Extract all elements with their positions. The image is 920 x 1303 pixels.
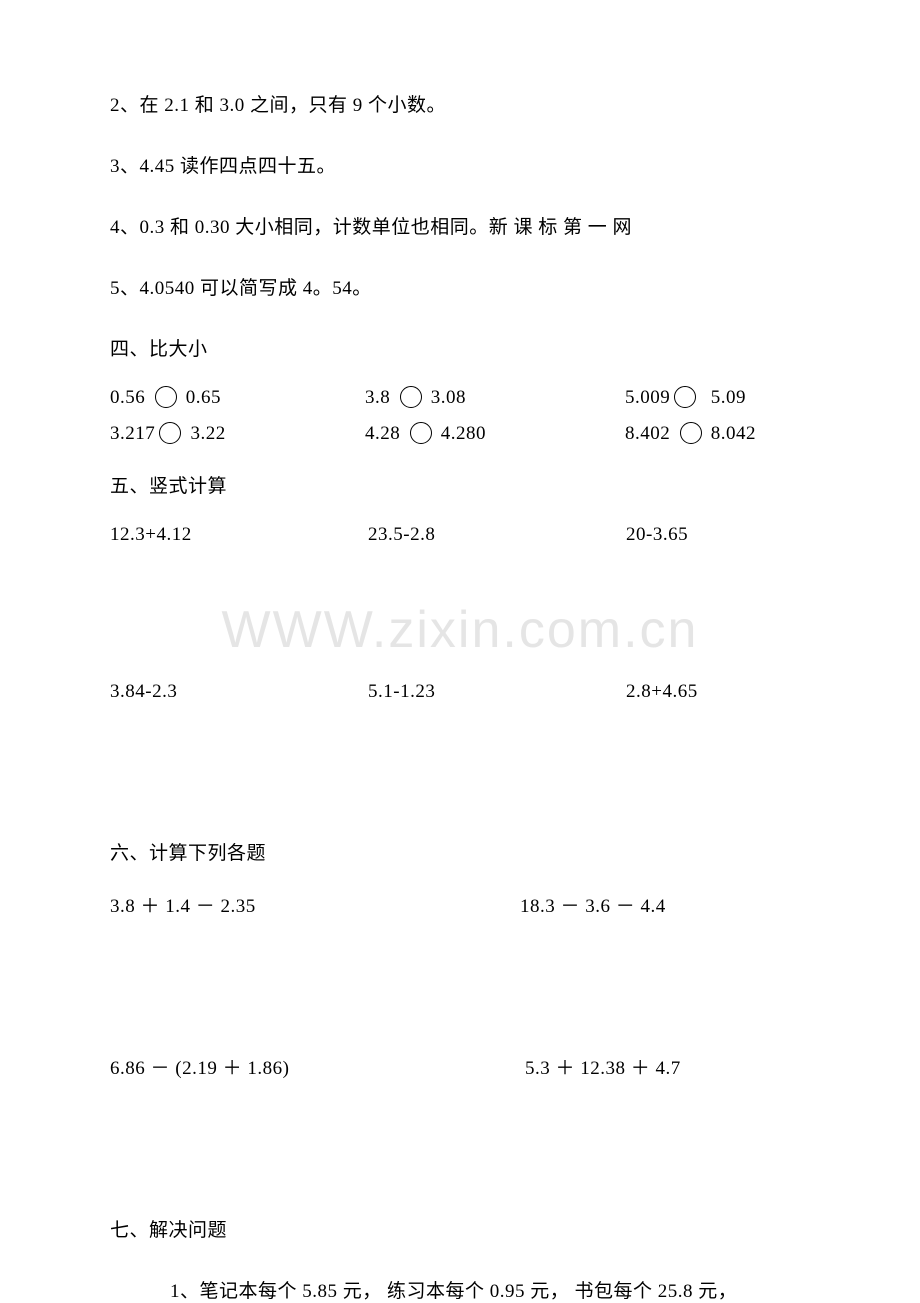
compare-row-2: 3.217 3.22 4.28 4.280 8.402 8.042 — [110, 423, 810, 445]
compare-left: 5.009 — [625, 387, 670, 409]
section-4-heading: 四、比大小 — [110, 334, 810, 361]
compare-right: 3.08 — [431, 387, 466, 409]
compare-circle[interactable] — [155, 386, 177, 408]
calc-row-1: 3.8 ＋ 1.4 － 2.35 18.3 － 3.6 － 4.4 — [110, 891, 810, 918]
compare-left: 3.217 — [110, 423, 155, 445]
question-2: 2、在 2.1 和 3.0 之间，只有 9 个小数。 — [110, 90, 810, 117]
compare-right: 3.22 — [191, 423, 226, 445]
question-5: 5、4.0540 可以简写成 4。54。 — [110, 273, 810, 300]
calc-row-2: 6.86 － (2.19 ＋ 1.86) 5.3 ＋ 12.38 ＋ 4.7 — [110, 1053, 810, 1080]
calc-item: 3.84-2.3 — [110, 681, 368, 703]
problem-1: 1、笔记本每个 5.85 元， 练习本每个 0.95 元， 书包每个 25.8 … — [110, 1276, 810, 1303]
question-3: 3、4.45 读作四点四十五。 — [110, 151, 810, 178]
compare-right: 0.65 — [186, 387, 221, 409]
compare-left: 8.402 — [625, 423, 670, 445]
compare-circle[interactable] — [410, 422, 432, 444]
calc-item: 3.8 ＋ 1.4 － 2.35 — [110, 891, 520, 918]
compare-circle[interactable] — [680, 422, 702, 444]
compare-circle[interactable] — [400, 386, 422, 408]
calc-item: 20-3.65 — [626, 524, 688, 546]
vertical-calc-row-2: 3.84-2.3 5.1-1.23 2.8+4.65 — [110, 681, 810, 703]
vertical-calc-row-1: 12.3+4.12 23.5-2.8 20-3.65 — [110, 524, 810, 546]
question-4: 4、0.3 和 0.30 大小相同，计数单位也相同。新 课 标 第 一 网 — [110, 212, 810, 239]
calc-item: 18.3 － 3.6 － 4.4 — [520, 891, 666, 918]
calc-item: 5.3 ＋ 12.38 ＋ 4.7 — [525, 1053, 681, 1080]
compare-row-1: 0.56 0.65 3.8 3.08 5.009 5.09 — [110, 387, 810, 409]
calc-item: 23.5-2.8 — [368, 524, 626, 546]
section-7-heading: 七、解决问题 — [110, 1215, 810, 1242]
compare-right: 4.280 — [441, 423, 486, 445]
section-6-heading: 六、计算下列各题 — [110, 838, 810, 865]
calc-item: 12.3+4.12 — [110, 524, 368, 546]
compare-left: 0.56 — [110, 387, 145, 409]
compare-left: 3.8 — [365, 387, 390, 409]
compare-left: 4.28 — [365, 423, 400, 445]
calc-item: 5.1-1.23 — [368, 681, 626, 703]
compare-right: 8.042 — [711, 423, 756, 445]
compare-circle[interactable] — [674, 386, 696, 408]
section-5-heading: 五、竖式计算 — [110, 471, 810, 498]
calc-item: 2.8+4.65 — [626, 681, 698, 703]
compare-circle[interactable] — [159, 422, 181, 444]
calc-item: 6.86 － (2.19 ＋ 1.86) — [110, 1053, 525, 1080]
compare-right: 5.09 — [711, 387, 746, 409]
